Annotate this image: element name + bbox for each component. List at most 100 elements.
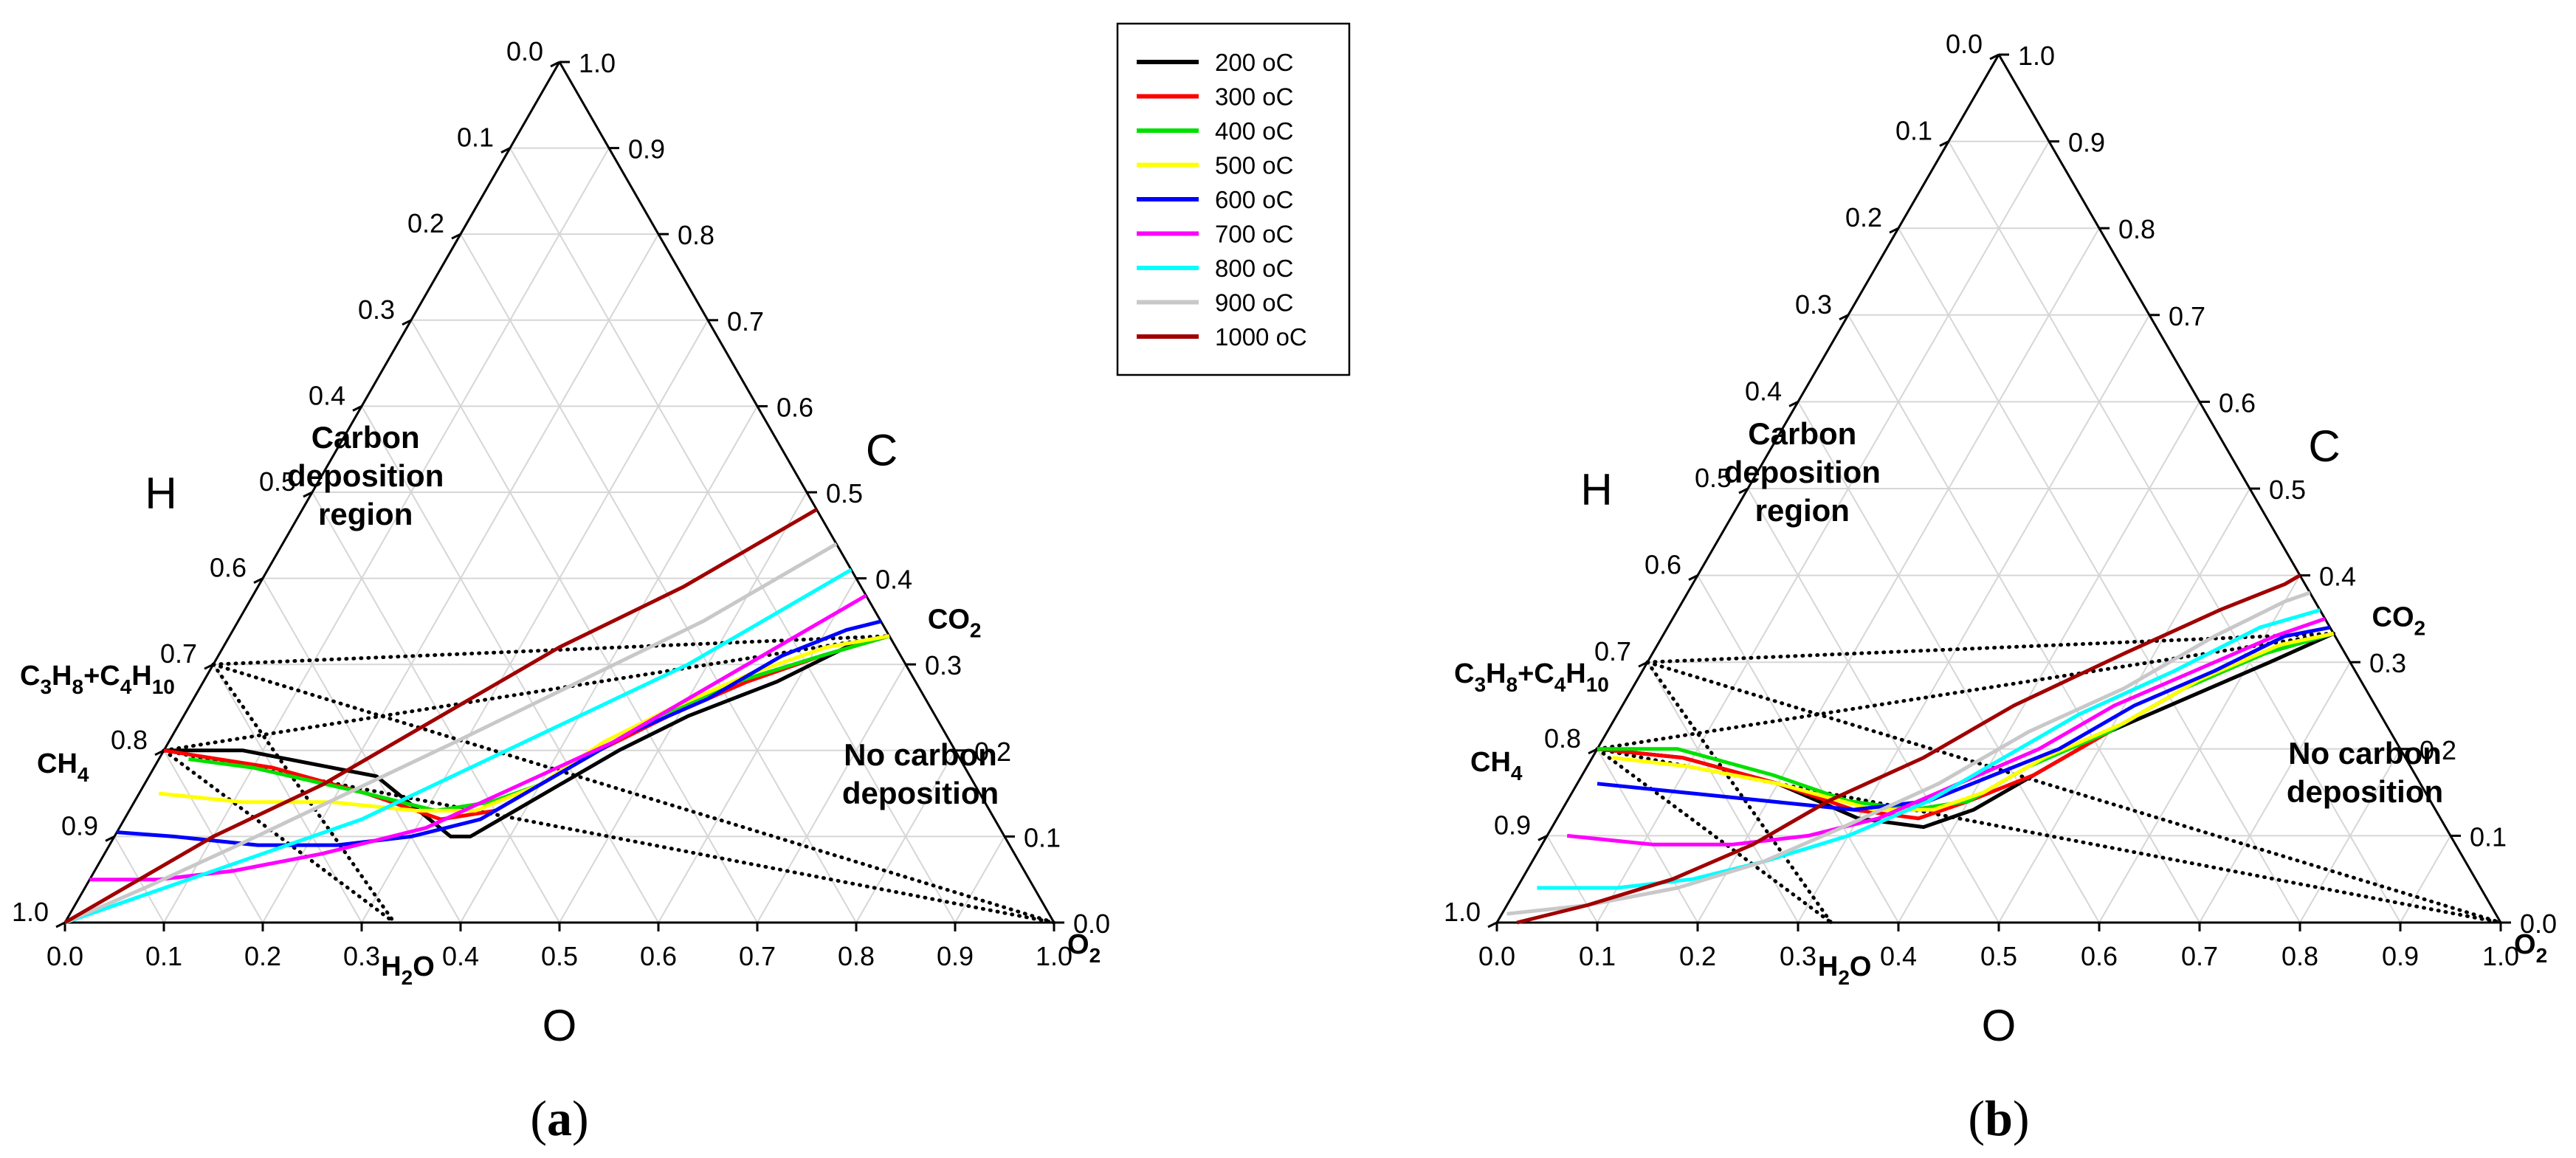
no-carbon-region-label: deposition [2287,774,2443,809]
dotted-line [1645,660,1833,925]
tick-label-c: 0.9 [2068,128,2105,158]
grid-line [410,320,758,923]
tick-label-c: 1.0 [2018,41,2055,71]
tick-label-c: 0.0 [1073,909,1110,939]
tick-label-c: 0.9 [628,134,665,165]
carbon-region-label: region [318,497,413,531]
tick-label-h: 0.1 [1895,116,1932,146]
series-line-400-oC [1597,631,2335,812]
tick-label-c: 0.4 [875,565,912,595]
tick-label-h: 0.6 [1645,550,1681,580]
tick-mark-h [1688,574,1698,581]
grid-line [163,148,610,923]
tick-mark-h [303,491,313,498]
dotted-line [1645,631,2336,664]
temperature-curves [1506,573,2335,925]
tick-label-c: 0.4 [2319,562,2356,592]
tick-label-o: 0.4 [1880,941,1917,971]
tick-mark-h [105,835,115,842]
grid-line [559,492,807,923]
carbon-region-label: deposition [287,458,444,493]
grid-line [262,578,461,923]
species-label-co2: CO2 [2372,602,2426,639]
tick-label-h: 0.8 [1544,723,1581,754]
grid-line [1697,575,1899,923]
tick-label-c: 0.6 [776,392,813,422]
panel-label-a: (a) [530,1090,588,1146]
tick-label-h: 1.0 [1444,897,1481,927]
grid-line [2199,661,2351,923]
tick-mark-h [1788,401,1799,407]
tick-mark-h [1939,140,1949,147]
legend-label: 300 oC [1215,83,1293,111]
ternary-panel-a: 0.0 0.1 0.2 0.3 0.4 0.5 0.6 0.7 0.8 0.9 1.00.00.10… [12,36,1110,1146]
tick-mark-h [500,147,511,154]
species-label-ch4: CH4 [1470,747,1523,785]
dotted-line [211,662,1056,925]
series-line-1000-oC [1516,573,2301,925]
species-label-ch4: CH4 [37,748,89,786]
tick-label-c: 0.6 [2219,387,2256,418]
grid-line [1998,488,2250,923]
tick-label-c: 0.1 [2470,821,2507,852]
no-carbon-region-label: deposition [842,776,999,810]
no-carbon-region-label: No carbon [844,737,997,772]
tick-label-o: 0.1 [1579,941,1616,971]
grid-line [2400,835,2451,923]
tick-label-o: 0.7 [2181,941,2218,971]
tick-label-h: 0.3 [1795,289,1832,320]
tick-label-o: 0.2 [244,941,281,971]
dotted-line [211,662,396,925]
grid-line [954,835,1005,923]
grid-line [1546,835,1598,923]
tick-label-c: 0.7 [2169,301,2205,331]
temperature-curves [63,508,890,925]
species-labels: C3H8+C4H10 CH4 H2O CO2 O2 [20,604,1101,989]
tick-label-h: 0.2 [1845,202,1882,232]
tick-label-o: 0.2 [1679,941,1716,971]
tick-label-c: 0.0 [2520,909,2557,939]
series-line-900-oC [1506,590,2311,916]
species-label-o2: O2 [1067,929,1101,967]
tick-mark-h [55,921,66,928]
grid-line [757,664,906,923]
dotted-line [162,634,892,753]
tick-mark-h [402,319,412,326]
species-label-h2o: H2O [381,951,435,989]
tick-label-h: 0.1 [457,123,494,153]
tick-label-c: 0.5 [826,478,863,509]
species-label-h2o: H2O [1818,951,1872,989]
tick-mark-h [1537,835,1548,841]
tick-label-c: 0.3 [2369,648,2406,678]
no-carbon-region-label: No carbon [2288,736,2442,771]
series-line-600-oC [1597,625,2331,812]
grid-line [361,320,709,923]
tick-label-o: 0.0 [1478,941,1515,971]
grid-line [1647,661,1799,923]
tick-label-c: 0.7 [727,306,764,337]
panel-label-b: (b) [1968,1090,2029,1146]
legend-label: 800 oC [1215,255,1293,282]
grid-line [1797,314,2150,923]
legend-label: 900 oC [1215,289,1293,317]
tick-label-o: 0.9 [2382,941,2419,971]
tick-label-o: 0.3 [1780,941,1816,971]
tick-label-o: 0.6 [640,941,677,971]
carbon-region-label: region [1755,493,1850,528]
tick-label-h: 0.9 [1494,810,1531,840]
series-line-900-oC [64,542,838,925]
series-line-1000-oC [63,508,818,925]
dotted-line [1595,747,1833,925]
species-label-o2: O2 [2514,929,2547,967]
series-line-500-oC [1612,631,2335,812]
axis-title-c: C [2308,421,2340,471]
tick-label-h: 0.7 [160,638,197,669]
legend-label: 400 oC [1215,117,1293,145]
ternary-panel-b: 0.0 0.1 0.2 0.3 0.4 0.5 0.6 0.7 0.8 0.9 1.00.00.10… [1444,29,2557,1146]
tick-label-h: 0.0 [1946,29,1983,59]
tick-label-c: 0.8 [678,220,714,250]
